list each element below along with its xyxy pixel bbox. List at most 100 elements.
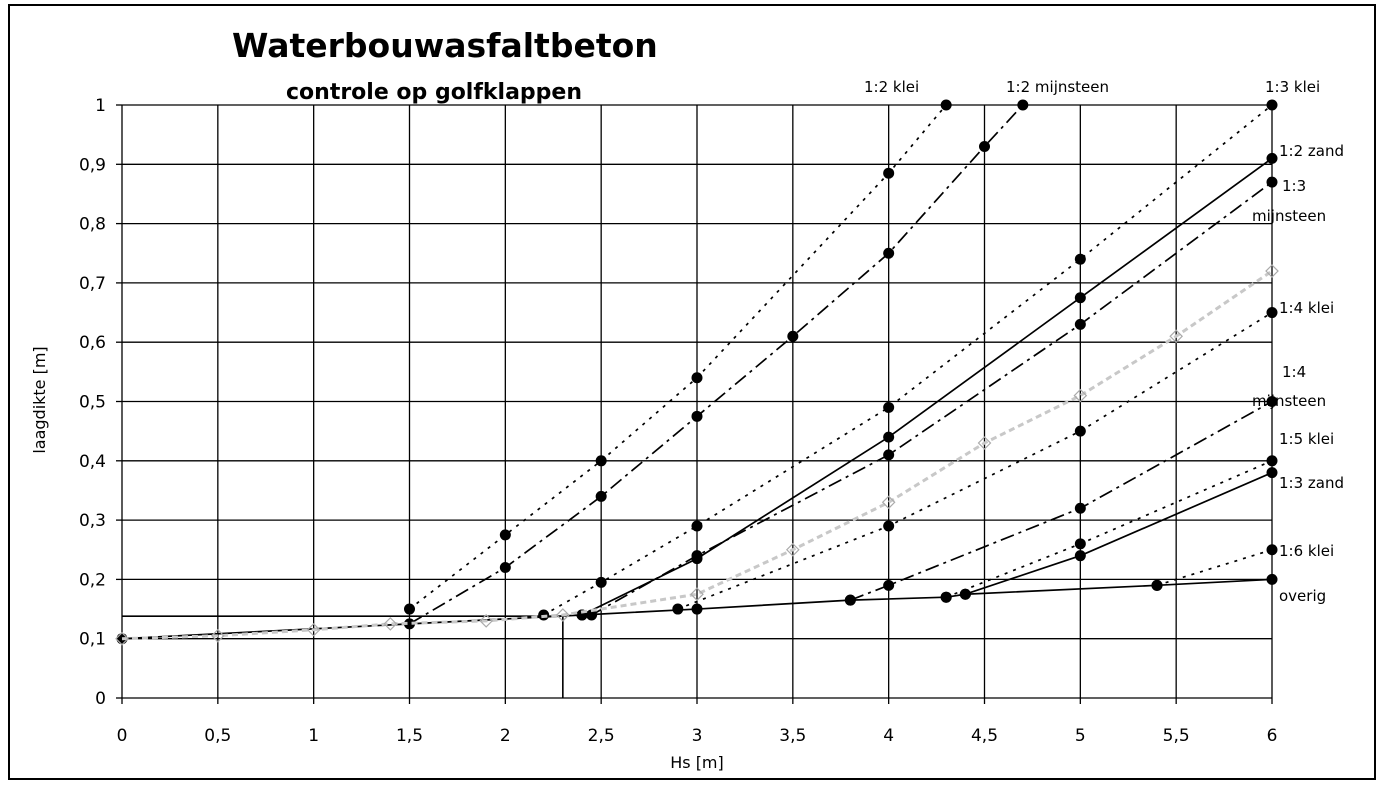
data-point (691, 603, 703, 615)
data-point (595, 576, 607, 588)
x-tick-label: 2 (500, 726, 511, 746)
faint-diamond-marker (881, 495, 896, 510)
data-point (1266, 152, 1278, 164)
data-point (883, 401, 895, 413)
series-label: 1:4 mijnsteen (1252, 363, 1326, 410)
y-tick-label: 0,3 (79, 511, 106, 531)
data-point (1266, 467, 1278, 479)
data-point (883, 431, 895, 443)
series-label-line: 1:3 klei (1265, 78, 1320, 96)
data-point (1266, 307, 1278, 319)
data-point (883, 579, 895, 591)
faint-diamond-marker (690, 587, 704, 602)
series-line (409, 104, 1024, 625)
y-tick-label: 0,6 (79, 333, 106, 353)
series-label-line: 1:2 klei (864, 78, 919, 96)
grid (116, 104, 1273, 704)
x-tick-label: 2,5 (588, 726, 615, 746)
series-label: 1:2 klei (864, 78, 919, 96)
series-label-line: 1:3 zand (1279, 474, 1344, 492)
faint-diamond-marker (479, 614, 494, 628)
series-line (121, 578, 1273, 640)
y-tick-label: 0,8 (79, 215, 106, 235)
series-label: 1:4 klei (1279, 299, 1334, 317)
series-line (408, 104, 947, 610)
data-point (1074, 318, 1086, 330)
data-point (1266, 544, 1278, 556)
faint-diamond-marker (977, 436, 992, 450)
x-tick-label: 4 (883, 726, 894, 746)
chart-frame (8, 4, 1376, 780)
faint-diamond-marker (383, 617, 398, 631)
data-point (1266, 455, 1278, 467)
data-point (940, 591, 952, 603)
x-axis-label: Hs [m] (670, 753, 724, 772)
x-tick-label: 0,5 (204, 726, 231, 746)
series-label: 1:2 mijnsteen (1006, 78, 1109, 96)
data-point (672, 603, 684, 615)
data-point (1074, 292, 1086, 304)
x-tick-label: 1,5 (396, 726, 423, 746)
series-label-line: 1:4 (1282, 363, 1306, 381)
series-line (677, 311, 1273, 610)
x-tick-label: 1 (308, 726, 319, 746)
data-point (1151, 579, 1163, 591)
series-line (581, 157, 1273, 616)
data-point (883, 449, 895, 461)
data-point (595, 455, 607, 467)
faint-diamond-marker (115, 631, 129, 646)
series-labels: 1:2 klei 1:2 mijnsteen 1:3 klei 1:2 zand 1:3… (864, 78, 1344, 605)
series-label-line: 1:4 klei (1279, 299, 1334, 317)
series-label: 1:3 mijnsteen (1252, 177, 1326, 225)
faint-diamond-marker (1073, 388, 1088, 403)
data-point (1017, 99, 1029, 111)
series-label: 1:3 klei (1265, 78, 1320, 96)
series-label-line: 1:2 zand (1279, 142, 1344, 160)
data-point (883, 520, 895, 532)
x-tick-label: 0 (117, 726, 128, 746)
data-point (691, 520, 703, 532)
x-tick-label: 4,5 (971, 726, 998, 746)
series-label: 1:5 klei (1279, 430, 1334, 448)
data-point (959, 588, 971, 600)
faint-diamond-marker (555, 608, 570, 622)
series-line (965, 471, 1273, 596)
data-point (1074, 502, 1086, 514)
series-label: 1:3 zand (1279, 474, 1344, 492)
series-label-line: 1:3 (1282, 177, 1306, 195)
data-point (883, 247, 895, 259)
series-label-line: mijnsteen (1252, 207, 1326, 225)
data-point (979, 141, 990, 153)
data-point (883, 167, 895, 179)
data-point (691, 550, 703, 562)
series-label: overig (1279, 587, 1326, 605)
chart-title: Waterbouwasfaltbeton (232, 26, 658, 65)
x-tick-label: 5,5 (1163, 726, 1190, 746)
faint-series-line (121, 269, 1273, 641)
chart-subtitle: controle op golfklappen (286, 80, 582, 105)
data-point (940, 99, 952, 111)
data-point (844, 594, 856, 606)
faint-diamond-marker (785, 542, 800, 557)
series-lines (115, 99, 1279, 698)
data-point (499, 529, 511, 541)
x-tick-label: 5 (1075, 726, 1086, 746)
y-tick-label: 0,2 (79, 570, 106, 590)
series-line (850, 400, 1273, 601)
series-label-line: mijnsteen (1252, 392, 1326, 410)
y-tick-label: 0,1 (79, 630, 106, 650)
data-point (1074, 538, 1086, 550)
data-point (1266, 396, 1278, 407)
series-label-line: 1:2 mijnsteen (1006, 78, 1109, 96)
series-label: 1:2 zand (1279, 142, 1344, 160)
y-tick-label: 0,7 (79, 274, 106, 294)
y-tick-label: 0,5 (79, 393, 106, 413)
x-tick-label: 3 (692, 726, 703, 746)
data-point (404, 603, 415, 615)
y-axis-label: laagdikte [m] (30, 346, 49, 453)
series-label-line: 1:5 klei (1279, 430, 1334, 448)
y-tick-label: 0 (95, 689, 106, 709)
y-tick-label: 0,4 (79, 452, 106, 472)
faint-diamond-marker (1265, 264, 1279, 278)
series-label-line: 1:6 klei (1279, 542, 1334, 560)
